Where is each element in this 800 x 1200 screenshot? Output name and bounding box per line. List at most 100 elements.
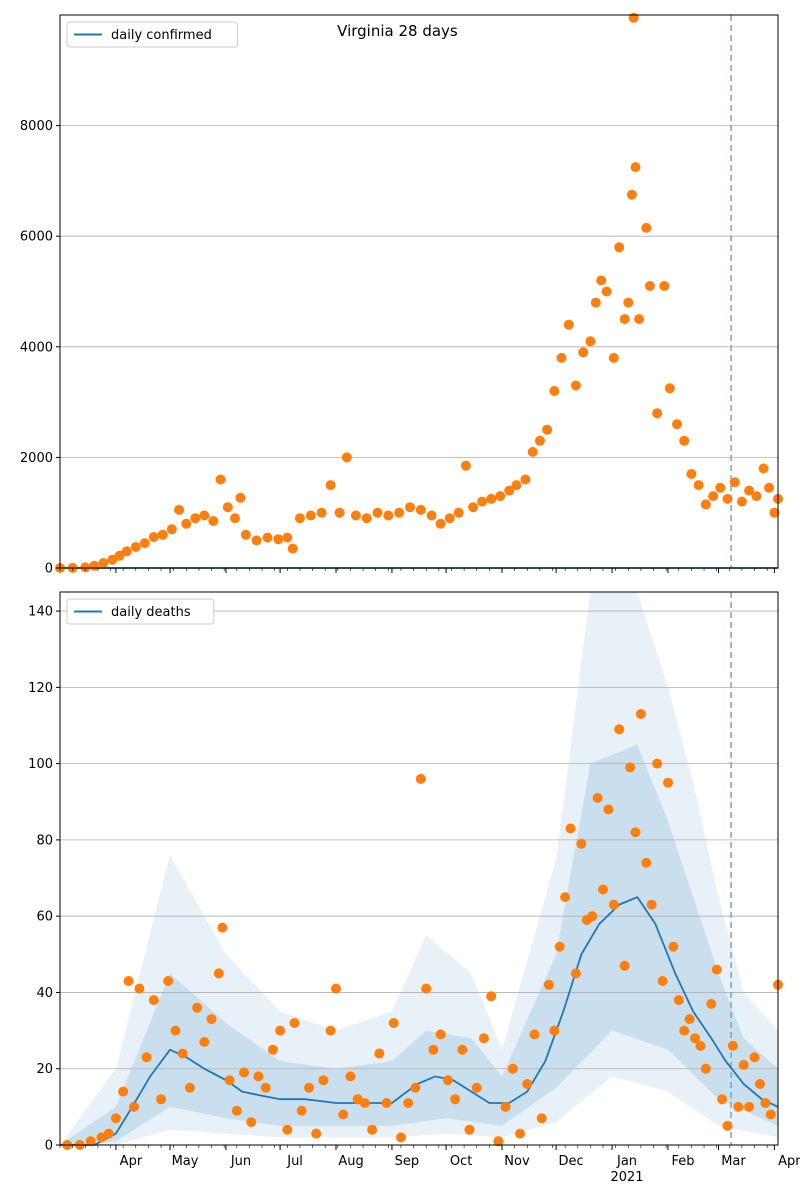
data-point — [634, 314, 645, 325]
data-point — [157, 529, 168, 540]
data-point — [267, 1044, 278, 1055]
data-point — [603, 804, 614, 815]
data-point — [442, 1075, 453, 1086]
plot-frame — [59, 14, 779, 569]
data-point — [170, 1025, 181, 1036]
data-point — [139, 538, 150, 549]
data-point — [755, 1079, 765, 1089]
data-point — [507, 1063, 518, 1074]
data-point — [722, 493, 733, 504]
data-point — [536, 1113, 547, 1124]
axis-ticks: 0 2000 4000 6000 8000 — [20, 119, 775, 577]
data-point — [471, 1082, 482, 1093]
data-point — [213, 968, 224, 979]
y-tick-label: 20 — [36, 1062, 53, 1077]
data-point — [282, 532, 293, 543]
y-tick-label: 6000 — [20, 230, 53, 245]
x-tick-label: May — [172, 1154, 199, 1169]
data-point — [758, 463, 769, 474]
data-point — [628, 12, 639, 23]
data-point — [592, 792, 603, 803]
data-point — [114, 550, 125, 561]
data-point — [359, 1098, 370, 1108]
x-tick-label: Jul — [286, 1154, 303, 1169]
y-tick-label: 40 — [36, 986, 53, 1001]
data-point — [305, 510, 316, 521]
data-point — [764, 482, 774, 493]
data-point — [444, 513, 455, 524]
y-tick-label: 4000 — [20, 340, 53, 355]
data-point — [294, 513, 305, 524]
y-tick-label: 60 — [36, 910, 53, 925]
data-point — [80, 562, 91, 573]
data-point — [614, 242, 625, 253]
data-point — [426, 510, 437, 521]
data-point — [549, 1025, 560, 1036]
data-point — [118, 1086, 129, 1097]
data-point — [736, 496, 747, 507]
data-point — [311, 1128, 322, 1139]
data-point — [596, 275, 607, 286]
data-point — [527, 446, 538, 457]
data-point — [486, 991, 497, 1002]
data-point — [325, 1025, 336, 1036]
data-point — [715, 482, 726, 493]
data-point — [240, 529, 251, 540]
data-point — [260, 1082, 271, 1093]
data-point — [659, 281, 670, 291]
data-point — [630, 827, 641, 838]
y-tick-label: 2000 — [20, 451, 53, 466]
data-points — [62, 709, 783, 1150]
x-tick-label: Feb — [671, 1154, 694, 1169]
x-tick-label: Apr — [778, 1154, 800, 1169]
confidence-bands — [60, 592, 778, 1145]
data-point — [222, 502, 233, 513]
data-point — [727, 1040, 738, 1051]
data-point — [744, 485, 755, 496]
data-point — [350, 510, 361, 521]
data-point — [504, 485, 515, 496]
data-point — [166, 524, 177, 535]
data-point — [529, 1029, 540, 1040]
data-point — [652, 758, 663, 769]
data-point — [325, 480, 336, 491]
data-point — [464, 1124, 475, 1135]
data-point — [744, 1101, 755, 1112]
data-point — [608, 899, 619, 910]
data-point — [457, 1044, 468, 1055]
y-tick-label: 8000 — [20, 119, 53, 134]
data-point — [334, 507, 345, 518]
data-point — [103, 1128, 114, 1139]
data-point — [110, 1113, 121, 1124]
legend-box — [66, 598, 215, 625]
data-point — [565, 823, 576, 834]
y-tick-label: 100 — [28, 757, 53, 772]
data-point — [520, 474, 531, 485]
x-tick-label: Aug — [338, 1154, 363, 1169]
legend-label: daily deaths — [111, 605, 191, 620]
data-point — [435, 518, 446, 529]
data-point — [711, 964, 722, 975]
data-point — [148, 532, 159, 542]
data-point — [733, 1101, 744, 1112]
data-point — [396, 1132, 406, 1143]
data-point — [738, 1059, 749, 1070]
data-point — [652, 408, 663, 419]
data-point — [522, 1079, 533, 1089]
chart-title: Virginia 28 days — [337, 22, 458, 40]
data-point — [663, 777, 673, 788]
data-point — [486, 493, 497, 504]
data-point — [590, 297, 601, 308]
data-point — [706, 998, 717, 1009]
data-point — [275, 1025, 286, 1036]
data-point — [289, 1018, 300, 1028]
data-point — [708, 491, 719, 502]
data-point — [345, 1071, 356, 1082]
data-point — [304, 1082, 314, 1093]
data-point — [134, 983, 145, 994]
data-point — [570, 968, 581, 979]
data-point — [405, 502, 415, 513]
data-point — [630, 162, 641, 173]
data-point — [199, 510, 210, 521]
data-point — [534, 435, 545, 446]
